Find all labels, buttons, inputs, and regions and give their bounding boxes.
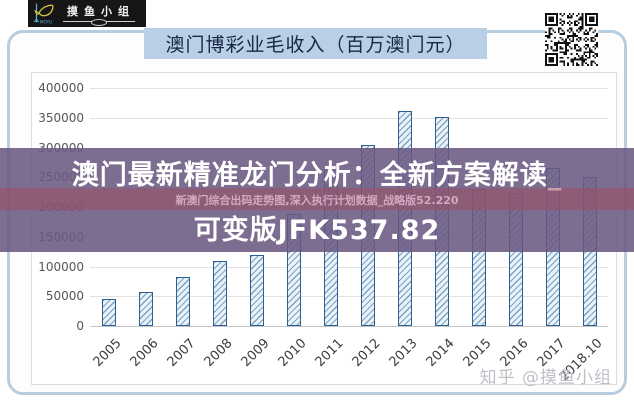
qr-code-icon	[545, 13, 598, 66]
x-tick-label: 2008	[201, 336, 236, 371]
banner-headline-line1: 澳门最新精准龙门分析：全新方案解读_	[71, 160, 563, 191]
banner-stripe: 新澳门综合出码走势图,深入执行计划数据_战略版52.220	[0, 188, 634, 210]
chart-title-bar: 澳门博彩业毛收入（百万澳门元）	[144, 28, 487, 59]
x-tick-label: 2006	[127, 336, 162, 371]
gridline	[90, 266, 608, 268]
chart-title: 澳门博彩业毛收入（百万澳门元）	[165, 34, 466, 56]
y-tick-label: 100000	[38, 259, 84, 274]
gridline	[90, 296, 608, 298]
y-tick-label: 0	[76, 319, 84, 333]
zhihu-watermark: 知乎 @摸鱼小组	[479, 368, 612, 388]
fish-icon: MOYU	[33, 3, 54, 25]
bar-2007	[175, 276, 190, 326]
x-tick-label: 2007	[164, 336, 199, 371]
bar-2008	[212, 261, 227, 326]
banner-stripe-text: 新澳门综合出码走势图,深入执行计划数据_战略版52.220	[175, 194, 459, 207]
logo-underline	[62, 18, 135, 26]
x-axis-line	[90, 326, 608, 327]
bar-2009	[249, 254, 264, 326]
x-tick-label: 2010	[275, 336, 310, 371]
moyu-logo: MOYU 摸鱼小组	[28, 0, 146, 27]
gridline	[90, 117, 608, 119]
bar-2005	[101, 298, 116, 326]
x-tick-label: 2011	[312, 336, 347, 371]
x-tick-label: 2012	[349, 336, 384, 371]
banner-headline-line2: 可变版JFK537.82	[193, 215, 441, 246]
x-tick-label: 2014	[423, 336, 458, 371]
svg-text:MOYU: MOYU	[40, 19, 53, 25]
y-tick-label: 350000	[38, 110, 84, 125]
gridline	[90, 88, 608, 89]
bar-2006	[138, 292, 153, 326]
y-tick-label: 400000	[38, 81, 84, 95]
y-tick-label: 50000	[45, 289, 84, 304]
x-tick-label: 2013	[386, 336, 421, 371]
logo-brand-text: 摸鱼小组	[67, 4, 135, 18]
overlay-banner: 澳门最新精准龙门分析：全新方案解读_ 新澳门综合出码走势图,深入执行计划数据_战…	[0, 148, 634, 252]
x-tick-label: 2005	[90, 336, 125, 371]
x-tick-label: 2009	[238, 336, 273, 371]
